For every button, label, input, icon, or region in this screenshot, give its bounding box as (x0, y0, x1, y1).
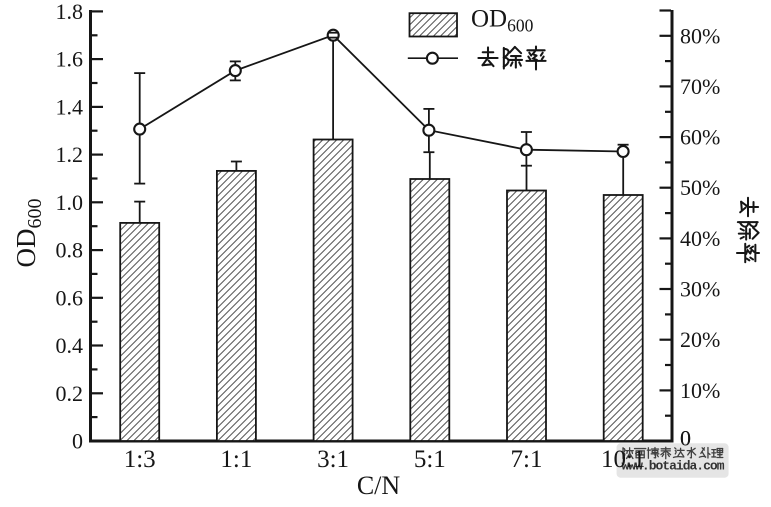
svg-text:30%: 30% (680, 277, 720, 302)
svg-text:60%: 60% (680, 125, 720, 150)
svg-text:0.8: 0.8 (56, 238, 84, 263)
svg-text:C/N: C/N (357, 471, 401, 500)
svg-text:20%: 20% (680, 327, 720, 352)
svg-text:0.4: 0.4 (56, 333, 84, 358)
svg-text:1.0: 1.0 (56, 190, 84, 215)
svg-text:0: 0 (680, 426, 691, 451)
svg-text:40%: 40% (680, 226, 720, 251)
svg-text:1.4: 1.4 (56, 94, 84, 119)
svg-text:1.8: 1.8 (56, 0, 84, 24)
svg-text:3:1: 3:1 (317, 446, 349, 473)
svg-text:7:1: 7:1 (511, 446, 543, 473)
svg-text:1.2: 1.2 (56, 142, 84, 167)
svg-text:10%: 10% (680, 378, 720, 403)
svg-text:1:3: 1:3 (124, 446, 156, 473)
svg-text:70%: 70% (680, 74, 720, 99)
svg-text:50%: 50% (680, 175, 720, 200)
svg-text:1.6: 1.6 (56, 47, 84, 72)
svg-text:10:1: 10:1 (601, 446, 645, 473)
svg-text:80%: 80% (680, 23, 720, 48)
svg-text:5:1: 5:1 (414, 446, 446, 473)
svg-text:1:1: 1:1 (220, 446, 252, 473)
svg-text:0.2: 0.2 (56, 381, 84, 406)
svg-text:0: 0 (72, 429, 83, 454)
svg-text:www.botaida.com: www.botaida.com (621, 459, 724, 474)
svg-text:0: 0 (680, 426, 691, 451)
svg-text:0.6: 0.6 (56, 285, 84, 310)
